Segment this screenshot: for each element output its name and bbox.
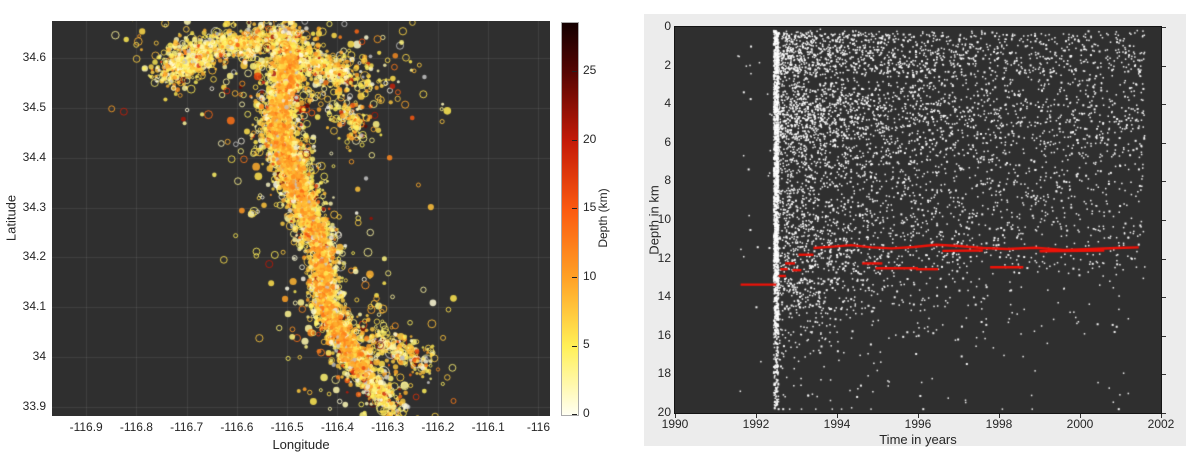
depth-time-x-tick-label: 1990: [661, 417, 689, 431]
depth-time-x-tick-mark: [918, 414, 919, 418]
depth-time-y-tick-mark: [1162, 297, 1166, 299]
depth-time-figure: 1990 1992 1994 1996 1998 2000 2002 0 2 4 6 8 10 12 14…: [644, 14, 1186, 447]
depth-time-x-tick-label: 2000: [1066, 417, 1094, 431]
depth-time-x-tick-mark: [675, 414, 676, 418]
depth-time-y-tick-label: 12: [657, 250, 671, 265]
map-y-tick-label: 34.5: [22, 99, 46, 114]
depth-time-y-tick-label: 18: [657, 366, 671, 381]
map-x-tick-label: -116.2: [421, 420, 455, 434]
map-ylabel: Latitude: [3, 194, 19, 242]
depth-time-y-tick-mark: [1162, 181, 1166, 183]
map-x-tick-label: -116.4: [320, 420, 354, 434]
depth-time-y-tick-mark: [1162, 104, 1166, 106]
depth-colorbar-tick-label: 25: [583, 63, 597, 78]
map-x-tick-label: -116.1: [471, 420, 505, 434]
map-y-tick-label: 33.9: [22, 399, 46, 414]
depth-time-x-tick-label: 1992: [742, 417, 770, 431]
depth-time-y-tick-label: 16: [657, 327, 671, 342]
depth-time-y-tick-label: 10: [657, 212, 671, 226]
depth-colorbar-tick-mark: [572, 208, 577, 210]
depth-time-y-tick-label: 14: [657, 289, 671, 304]
map-x-tick-label: -116.8: [119, 420, 153, 434]
map-x-tick-label: -116: [526, 420, 550, 434]
depth-time-plot-area: [674, 26, 1162, 414]
map-x-tick-label: -116.3: [371, 420, 405, 434]
map-xlabel: Longitude: [272, 437, 330, 452]
map-x-tick-label: -116.5: [270, 420, 304, 434]
depth-time-y-tick-mark: [1162, 220, 1166, 221]
map-y-tick-label: 34.1: [22, 299, 46, 314]
depth-colorbar-tick-label: 5: [583, 337, 590, 352]
depth-colorbar-tick-label: 20: [583, 131, 597, 146]
depth-colorbar-tick-label: 10: [583, 268, 597, 283]
map-x-tick-label: -116.9: [69, 420, 103, 434]
depth-time-y-tick-mark: [1162, 258, 1166, 260]
map-y-tick-label: 34.4: [22, 149, 46, 164]
depth-time-y-tick-label: 6: [664, 134, 671, 149]
depth-time-x-tick-mark: [1161, 414, 1162, 418]
map-x-tick-label: -116.7: [170, 420, 204, 434]
depth-colorbar-tick-label: 0: [583, 406, 590, 420]
depth-colorbar-tick-label: 15: [583, 200, 597, 215]
depth-time-y-tick-mark: [1162, 413, 1166, 414]
depth-time-x-tick-label: 1996: [904, 417, 932, 431]
map-y-tick-label: 34.3: [22, 199, 46, 214]
epicenter-map-figure: -116.9 -116.8 -116.7 -116.6 -116.5 -116.4 -116…: [3, 21, 610, 452]
map-y-tick-label: 34: [32, 349, 46, 364]
depth-time-x-tick-label: 1998: [985, 417, 1013, 431]
depth-time-x-tick-mark: [1080, 414, 1081, 418]
epicenter-map-plot-area: [52, 21, 550, 416]
depth-time-y-tick-label: 4: [664, 96, 671, 111]
map-y-tick-label: 34.6: [22, 49, 46, 64]
depth-time-x-tick-label: 1994: [823, 417, 851, 431]
depth-time-xlabel: Time in years: [879, 432, 957, 447]
depth-time-y-tick-mark: [1162, 65, 1166, 67]
depth-time-y-tick-mark: [1162, 142, 1166, 144]
depth-colorbar-tick-mark: [572, 276, 577, 278]
depth-colorbar-tick-mark: [572, 139, 577, 141]
depth-colorbar-gradient: [561, 22, 579, 416]
depth-time-y-tick-label: 20: [657, 405, 671, 419]
depth-time-x-tick-label: 2002: [1147, 417, 1175, 431]
depth-colorbar-tick-mark: [572, 345, 577, 347]
map-x-tick-label: -116.6: [220, 420, 254, 434]
depth-time-y-tick-label: 8: [664, 173, 671, 188]
depth-colorbar-tick-mark: [572, 71, 577, 73]
depth-time-canvas: [675, 27, 1161, 413]
depth-time-y-tick-label: 0: [664, 19, 671, 33]
depth-time-x-tick-mark: [756, 414, 757, 418]
depth-colorbar-tick-mark: [572, 414, 577, 415]
depth-time-y-tick-mark: [1162, 374, 1166, 376]
depth-time-ylabel: Depth in km: [646, 185, 662, 255]
depth-colorbar-label: Depth (km): [596, 188, 610, 248]
depth-time-y-tick-label: 2: [664, 57, 671, 72]
epicenter-map-canvas: [52, 21, 550, 416]
depth-time-x-tick-mark: [999, 414, 1000, 418]
depth-time-x-tick-mark: [837, 414, 838, 418]
depth-time-y-tick-mark: [1162, 27, 1166, 28]
map-y-tick-label: 34.2: [22, 249, 46, 264]
depth-time-y-tick-mark: [1162, 335, 1166, 337]
